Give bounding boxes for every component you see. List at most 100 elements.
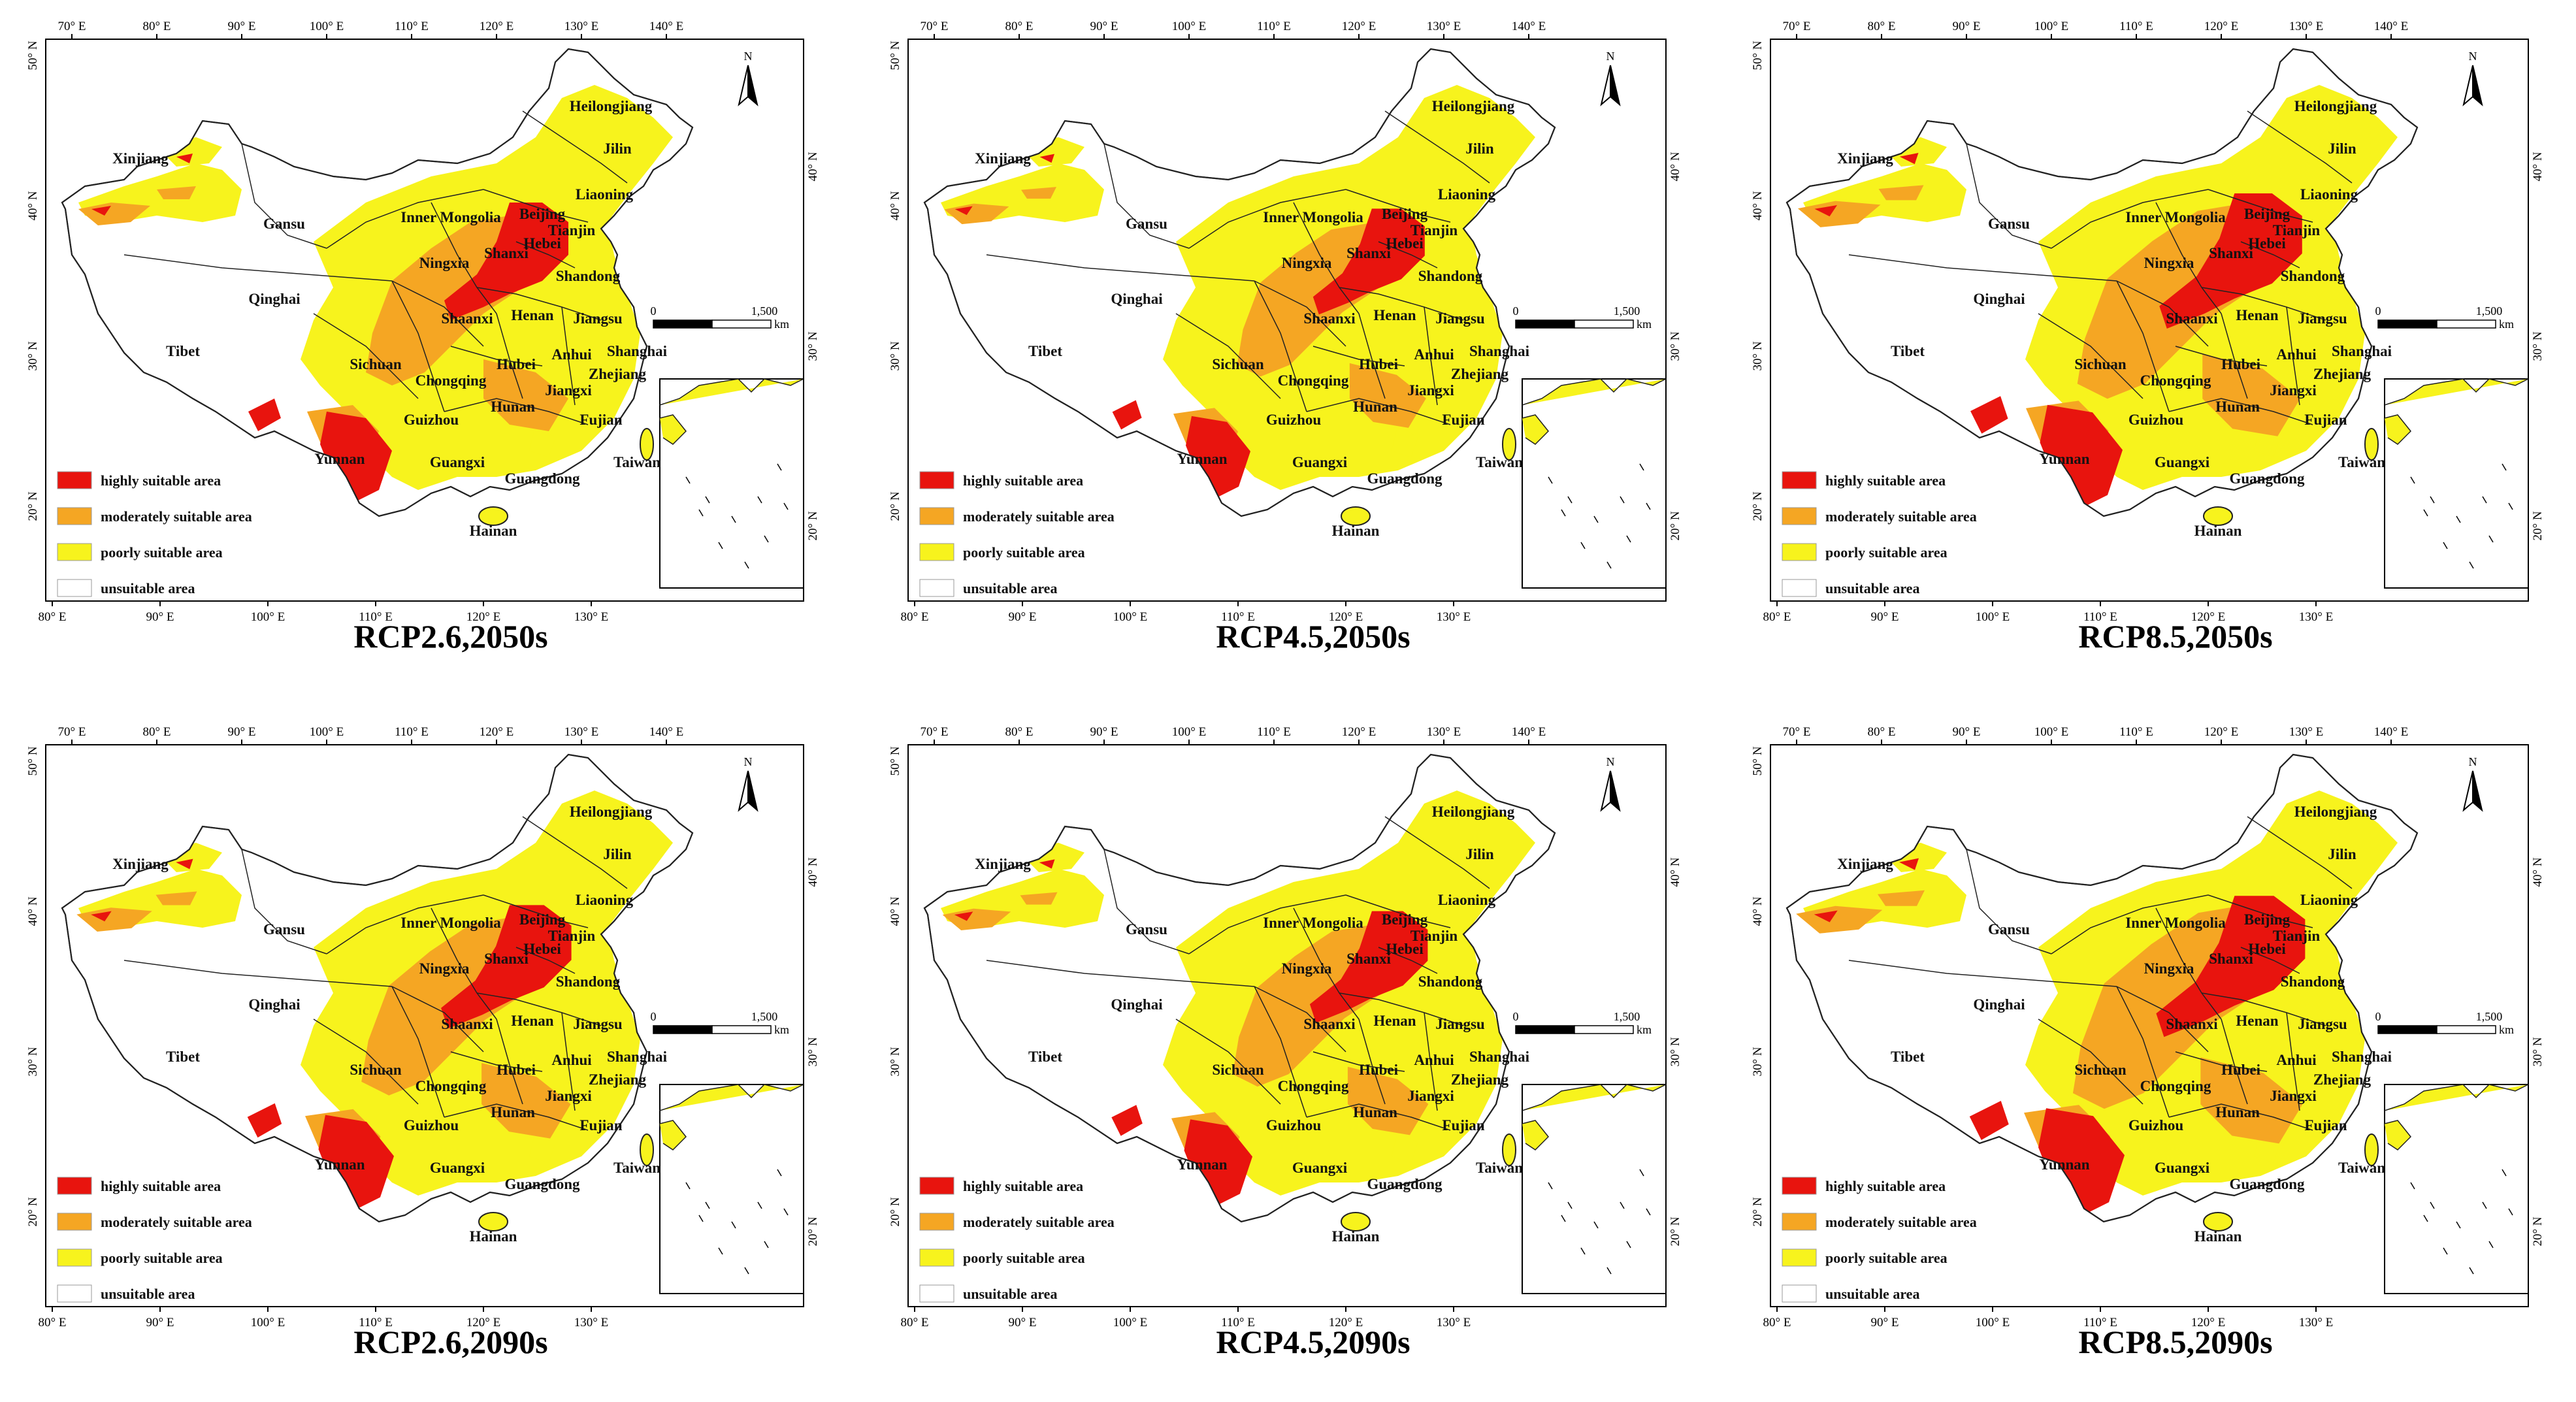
legend-label-unsuitable: unsuitable area xyxy=(1825,580,1919,596)
top-tick-label: 110° E xyxy=(2119,20,2153,33)
province-label-heilongjiang: Heilongjiang xyxy=(570,98,653,114)
right-tick: 20° N xyxy=(2531,511,2545,540)
legend-label-unsuitable: unsuitable area xyxy=(101,1286,195,1302)
province-label-anhui: Anhui xyxy=(2276,1052,2317,1068)
province-border xyxy=(986,960,1255,987)
bottom-tick-label: 90° E xyxy=(1871,1316,1899,1329)
highly-suitable-zone xyxy=(1111,1105,1143,1136)
nine-dash-line xyxy=(2410,476,2415,484)
highly-suitable-zone xyxy=(176,858,193,870)
province-label-guangxi: Guangxi xyxy=(2155,1160,2210,1176)
province-label-hubei: Hubei xyxy=(1359,1062,1399,1078)
province-border xyxy=(2201,992,2326,1026)
poorly-suitable-zone xyxy=(1392,425,1418,457)
province-label-jilin: Jilin xyxy=(2328,140,2356,157)
top-tick-label: 140° E xyxy=(1512,20,1546,33)
legend-swatch-unsuitable xyxy=(1782,1284,1817,1303)
province-label-anhui: Anhui xyxy=(551,346,592,363)
province-label-gansu: Gansu xyxy=(1126,216,1167,232)
province-border xyxy=(241,849,327,954)
province-border xyxy=(1384,110,1490,184)
taiwan-island xyxy=(1502,1133,1516,1166)
province-label-taiwan: Taiwan xyxy=(613,454,660,470)
bottom-tick-label: 80° E xyxy=(1763,610,1791,624)
highly-suitable-zone xyxy=(2159,193,2302,329)
province-label-hubei: Hubei xyxy=(2221,356,2261,372)
bottom-tick-label: 110° E xyxy=(1221,610,1255,624)
province-border xyxy=(2247,816,2353,889)
panel-title: RCP2.6,2050s xyxy=(353,618,548,655)
province-label-shandong: Shandong xyxy=(556,973,621,990)
bottom-tick-label: 120° E xyxy=(1329,1316,1363,1329)
top-tick-label: 110° E xyxy=(395,20,429,33)
province-label-xinjiang: Xinjiang xyxy=(975,150,1031,167)
province-label-ningxia: Ningxia xyxy=(1282,960,1332,977)
province-label-jiangxi: Jiangxi xyxy=(2270,382,2317,399)
right-tick-label: 40° N xyxy=(1669,152,1682,181)
province-label-guangdong: Guangdong xyxy=(2229,1176,2305,1192)
province-label-liaoning: Liaoning xyxy=(1438,186,1496,203)
hainan-island xyxy=(1341,506,1371,526)
province-label-shaanxi: Shaanxi xyxy=(2166,310,2218,327)
legend-swatch-highly xyxy=(1782,471,1817,489)
moderately-suitable-zone xyxy=(1878,890,1925,906)
province-border xyxy=(2221,313,2248,399)
province-label-fujian: Fujian xyxy=(1442,1117,1484,1133)
nine-dash-line xyxy=(1639,1169,1644,1177)
province-label-shanxi: Shanxi xyxy=(2209,951,2253,967)
north-label: N xyxy=(1606,755,1615,768)
right-tick-label: 40° N xyxy=(806,857,820,887)
province-border xyxy=(1339,992,1464,1026)
province-border xyxy=(1378,947,1438,974)
top-tick-label: 70° E xyxy=(58,725,86,739)
left-tick: 20° N xyxy=(889,1197,902,1226)
province-label-heilongjiang: Heilongjiang xyxy=(1432,804,1515,820)
province-label-anhui: Anhui xyxy=(551,1052,592,1068)
top-tick-label: 140° E xyxy=(1512,725,1546,739)
province-label-anhui: Anhui xyxy=(1414,346,1454,363)
province-label-liaoning: Liaoning xyxy=(576,892,634,908)
left-tick-label: 30° N xyxy=(889,1047,902,1076)
province-label-shandong: Shandong xyxy=(1418,973,1483,990)
legend: highly suitable area moderately suitable … xyxy=(1782,471,1977,597)
left-tick: 30° N xyxy=(1751,341,1765,370)
right-tick: 40° N xyxy=(2531,152,2545,181)
province-label-tibet: Tibet xyxy=(1891,1049,1925,1065)
province-label-guizhou: Guizhou xyxy=(1266,412,1322,428)
province-label-hainan: Hainan xyxy=(1332,523,1380,539)
left-tick: 30° N xyxy=(1751,1047,1765,1076)
province-label-jiangsu: Jiangsu xyxy=(1435,1016,1485,1032)
right-tick-label: 20° N xyxy=(806,511,820,540)
province-label-shaanxi: Shaanxi xyxy=(441,1016,493,1032)
province-border xyxy=(1312,1051,1405,1072)
province-label-jiangxi: Jiangxi xyxy=(1407,1088,1454,1104)
moderately-suitable-zone xyxy=(155,891,197,905)
province-label-shanghai: Shanghai xyxy=(607,343,668,359)
scale-end-label: 1,500 xyxy=(1614,304,1640,318)
north-arrow-icon: N xyxy=(2462,50,2483,106)
province-border xyxy=(1103,849,1190,954)
province-label-beijing: Beijing xyxy=(2244,206,2291,222)
top-tick-label: 130° E xyxy=(564,20,598,33)
province-border xyxy=(515,241,576,269)
bottom-tick-label: 80° E xyxy=(39,610,67,624)
province-border xyxy=(1188,894,1346,954)
legend-label-poorly: poorly suitable area xyxy=(101,544,223,561)
right-tick-label: 40° N xyxy=(2531,152,2545,181)
left-tick-label: 20° N xyxy=(1751,491,1765,521)
legend-label-highly: highly suitable area xyxy=(101,472,221,489)
right-tick: 20° N xyxy=(806,511,820,540)
scale-unit-label: km xyxy=(1637,318,1652,331)
legend-swatch-moderately xyxy=(57,1213,92,1231)
bottom-tick-label: 120° E xyxy=(2191,1316,2225,1329)
nine-dash-line xyxy=(1548,1182,1553,1190)
province-label-inner-mongolia: Inner Mongolia xyxy=(2125,915,2226,931)
province-border xyxy=(431,202,497,314)
left-tick: 40° N xyxy=(1751,896,1765,926)
province-border xyxy=(1188,189,1346,249)
province-label-tibet: Tibet xyxy=(1891,343,1925,359)
top-tick-label: 110° E xyxy=(1257,20,1291,33)
china-border xyxy=(61,753,694,1223)
province-label-jiangxi: Jiangxi xyxy=(1407,382,1454,399)
top-tick-label: 80° E xyxy=(1005,20,1034,33)
